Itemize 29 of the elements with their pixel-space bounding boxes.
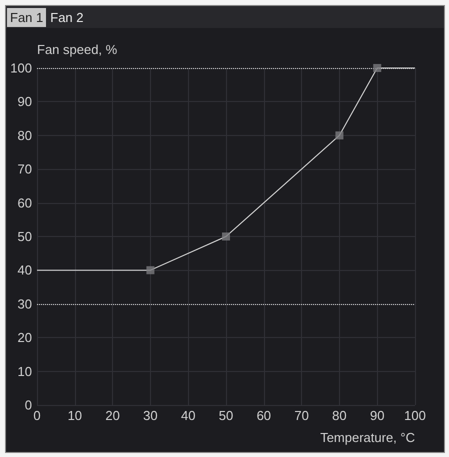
y-tick-label: 0 xyxy=(24,398,32,412)
x-tick-label: 90 xyxy=(370,408,384,423)
y-tick-label: 90 xyxy=(18,94,32,110)
text: Fan 1 xyxy=(7,8,46,27)
point xyxy=(373,64,382,72)
y-tick-label: 60 xyxy=(18,195,32,210)
x-tick-label: 70 xyxy=(294,408,309,423)
x-tick-label: 10 xyxy=(68,408,82,423)
y-tick-label: 40 xyxy=(18,262,32,278)
x-tick-label: 80 xyxy=(332,408,347,423)
x-tick-label: 100 xyxy=(404,408,426,423)
x-tick-label: 30 xyxy=(143,408,158,423)
y-tick-label: 70 xyxy=(18,162,32,177)
y-tick-label: 20 xyxy=(18,330,32,346)
x-tick-label: 20 xyxy=(105,408,120,423)
y-axis-title: Fan speed, % xyxy=(37,42,118,57)
point xyxy=(146,266,154,274)
y-tick-label: 100 xyxy=(10,60,32,76)
x-tick-label: 60 xyxy=(256,408,272,423)
x-tick-label: 40 xyxy=(180,408,196,423)
point xyxy=(222,232,230,240)
x-axis-title: Temperature, °C xyxy=(320,430,415,445)
y-tick-label: 30 xyxy=(18,296,32,312)
y-tick-label: 50 xyxy=(18,229,32,244)
x-tick-label: 50 xyxy=(218,408,234,423)
y-tick-label: 80 xyxy=(18,128,32,143)
y-tick-label: 10 xyxy=(18,364,32,379)
point xyxy=(335,131,344,140)
text: Fan 2 xyxy=(49,9,84,27)
